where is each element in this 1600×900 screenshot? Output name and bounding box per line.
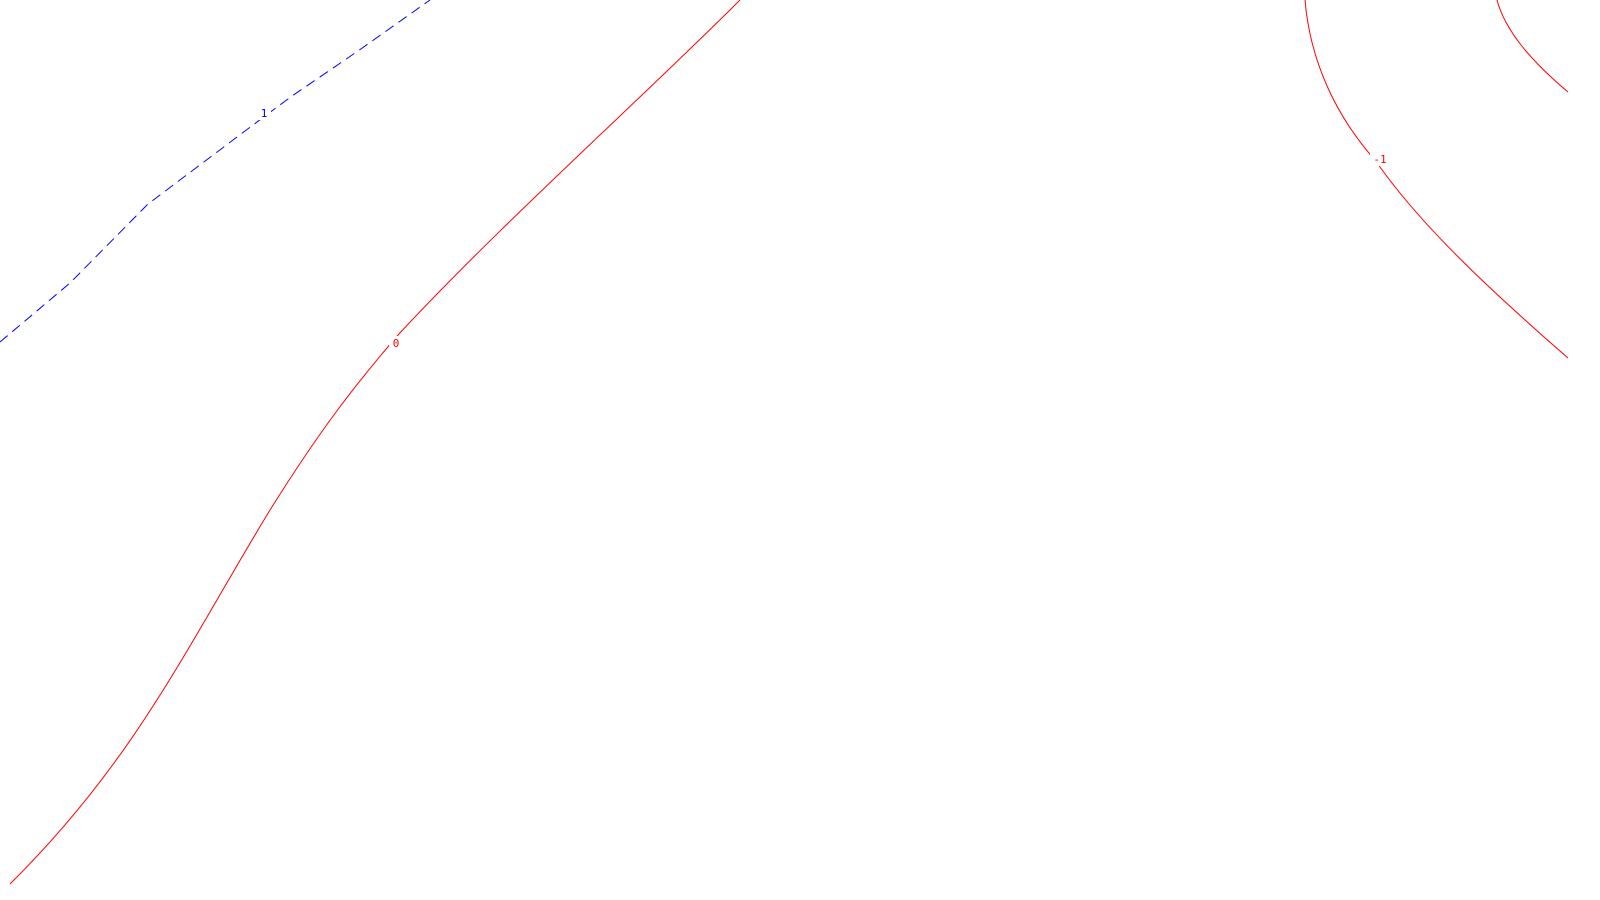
contour-line-level-neg1-upper: [1496, 0, 1569, 93]
contour-label-bg-level-1: [257, 106, 271, 120]
contour-label-level-1: 1: [261, 107, 268, 120]
contour-label-level-0: 0: [393, 337, 400, 350]
contour-label-level-neg1: -1: [1373, 153, 1386, 166]
contour-line-level-0: [9, 0, 741, 885]
contour-label-bg-level-0: [389, 336, 403, 350]
contour-label-bg-level-neg1: [1370, 152, 1390, 166]
